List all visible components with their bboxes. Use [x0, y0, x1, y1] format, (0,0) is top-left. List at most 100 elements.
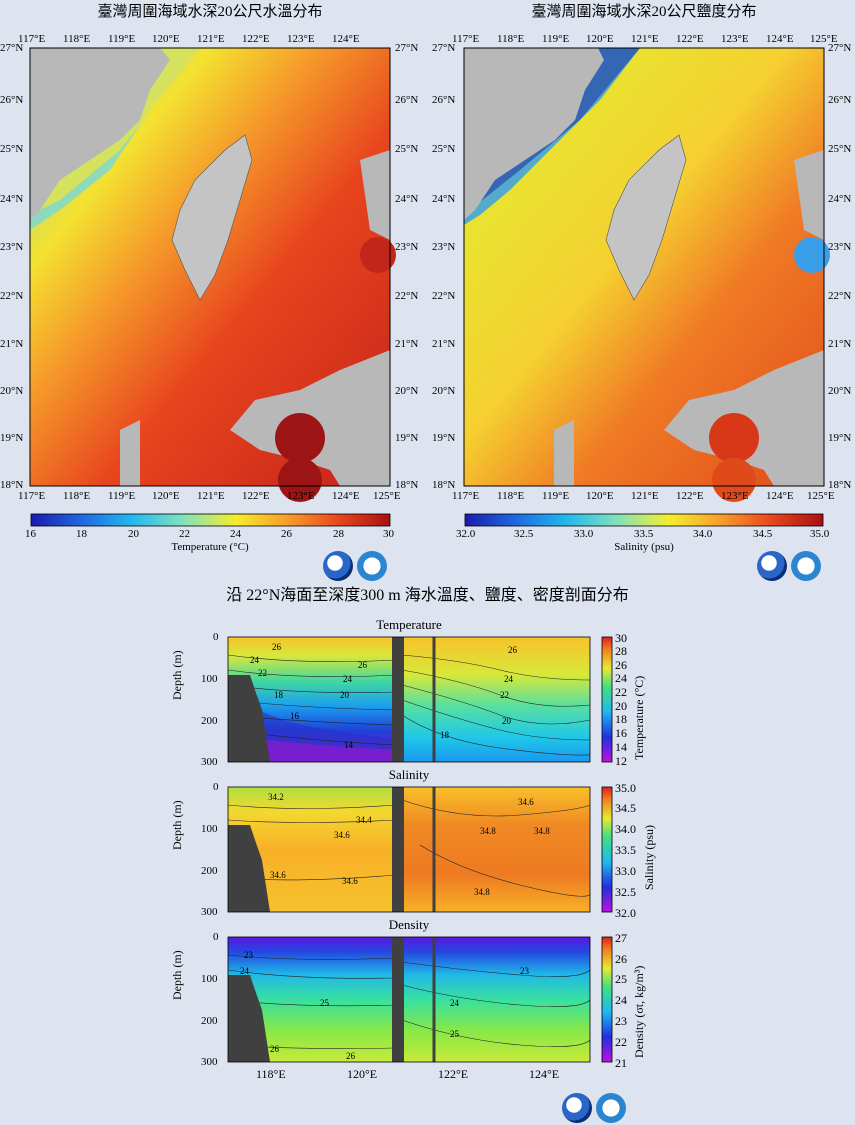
section-svg — [0, 600, 855, 1125]
lon-tick: 123°E — [287, 490, 315, 502]
lat-tick: 22°N — [0, 290, 23, 302]
contour-label: 25 — [320, 998, 329, 1008]
maps-svg — [0, 0, 855, 560]
lon-tick: 124°E — [332, 33, 360, 45]
cb-tick: 18 — [76, 528, 87, 540]
lon-tick: 119°E — [108, 490, 135, 502]
cb-tick: 32.0 — [615, 906, 636, 921]
lon-tick: 120°E — [152, 490, 180, 502]
lon-tick: 121°E — [631, 490, 659, 502]
lon-tick: 117°E — [18, 490, 45, 502]
lat-tick: 27°N — [828, 42, 851, 54]
lat-tick: 22°N — [395, 290, 418, 302]
lat-tick: 26°N — [828, 94, 851, 106]
depth-tick: 200 — [201, 715, 218, 727]
section-temp-cb-label: Temperature (°C) — [632, 676, 647, 760]
contour-label: 34.6 — [518, 797, 534, 807]
depth-axis-label: Depth (m) — [170, 950, 185, 1000]
cb-tick: 24 — [615, 671, 627, 686]
lon-tick: 119°E — [542, 33, 569, 45]
depth-tick: 0 — [213, 931, 219, 943]
depth-axis-label: Depth (m) — [170, 800, 185, 850]
cb-tick: 28 — [615, 644, 627, 659]
lon-tick: 123°E — [721, 33, 749, 45]
depth-tick: 100 — [201, 973, 218, 985]
salinity-map — [464, 48, 830, 502]
contour-label: 26 — [272, 642, 281, 652]
lon-tick: 121°E — [197, 33, 225, 45]
contour-label: 26 — [346, 1051, 355, 1061]
cb-tick: 32.5 — [514, 528, 533, 540]
odb-logo-icon — [757, 551, 787, 581]
lat-tick: 25°N — [828, 143, 851, 155]
lat-tick: 27°N — [395, 42, 418, 54]
cb-tick: 27 — [615, 931, 627, 946]
salinity-colorbar — [465, 514, 823, 526]
lat-tick: 23°N — [0, 241, 23, 253]
temperature-map — [30, 48, 396, 502]
lat-tick: 20°N — [0, 385, 23, 397]
contour-label: 25 — [450, 1029, 459, 1039]
depth-tick: 300 — [201, 906, 218, 918]
lat-tick: 21°N — [395, 338, 418, 350]
lat-tick: 24°N — [395, 193, 418, 205]
cb-tick: 23 — [615, 1014, 627, 1029]
depth-tick: 0 — [213, 631, 219, 643]
section-dens-colorbar — [602, 937, 612, 1062]
contour-label: 24 — [343, 674, 352, 684]
lat-tick: 19°N — [432, 432, 455, 444]
contour-label: 34.6 — [270, 870, 286, 880]
lon-tick: 123°E — [721, 490, 749, 502]
lat-tick: 20°N — [828, 385, 851, 397]
lat-tick: 19°N — [395, 432, 418, 444]
contour-label: 24 — [450, 998, 459, 1008]
cb-tick: 22 — [615, 1035, 627, 1050]
lon-tick: 122°E — [676, 33, 704, 45]
section-dens-cb-label: Density (σt, kg/m³) — [632, 966, 647, 1058]
cb-tick: 14 — [615, 740, 627, 755]
lon-tick: 120°E — [347, 1067, 377, 1082]
lat-tick: 27°N — [432, 42, 455, 54]
lat-tick: 19°N — [0, 432, 23, 444]
section-temp-colorbar — [602, 637, 612, 762]
cb-tick: 33.5 — [615, 843, 636, 858]
contour-label: 22 — [500, 690, 509, 700]
odb-logo-icon — [323, 551, 353, 581]
section-sal-colorbar — [602, 787, 612, 912]
contour-label: 20 — [340, 690, 349, 700]
lat-tick: 20°N — [432, 385, 455, 397]
contour-label: 34.8 — [474, 887, 490, 897]
lon-tick: 124°E — [529, 1067, 559, 1082]
contour-label: 18 — [440, 730, 449, 740]
lon-tick: 122°E — [242, 33, 270, 45]
contour-label: 23 — [520, 966, 529, 976]
sal-colorbar-label: Salinity (psu) — [574, 541, 714, 553]
lat-tick: 27°N — [0, 42, 23, 54]
lon-tick: 119°E — [108, 33, 135, 45]
contour-label: 20 — [502, 716, 511, 726]
lat-tick: 26°N — [395, 94, 418, 106]
lon-tick: 117°E — [452, 490, 479, 502]
lat-tick: 25°N — [0, 143, 23, 155]
cb-tick: 30 — [383, 528, 394, 540]
lon-tick: 120°E — [586, 33, 614, 45]
lat-tick: 24°N — [432, 193, 455, 205]
contour-label: 26 — [508, 645, 517, 655]
salinity-section — [228, 787, 590, 912]
lon-tick: 120°E — [586, 490, 614, 502]
cb-tick: 33.5 — [634, 528, 653, 540]
contour-label: 34.4 — [356, 815, 372, 825]
iontu-logo-icon — [596, 1093, 626, 1123]
lon-tick: 122°E — [438, 1067, 468, 1082]
contour-label: 34.8 — [534, 826, 550, 836]
depth-axis-label: Depth (m) — [170, 650, 185, 700]
cb-tick: 33.0 — [574, 528, 593, 540]
cb-tick: 35.0 — [615, 781, 636, 796]
lon-tick: 118°E — [256, 1067, 286, 1082]
cb-tick: 28 — [333, 528, 344, 540]
contour-label: 24 — [504, 674, 513, 684]
lon-tick: 122°E — [242, 490, 270, 502]
iontu-logo-icon — [357, 551, 387, 581]
cb-tick: 20 — [128, 528, 139, 540]
lat-tick: 24°N — [0, 193, 23, 205]
